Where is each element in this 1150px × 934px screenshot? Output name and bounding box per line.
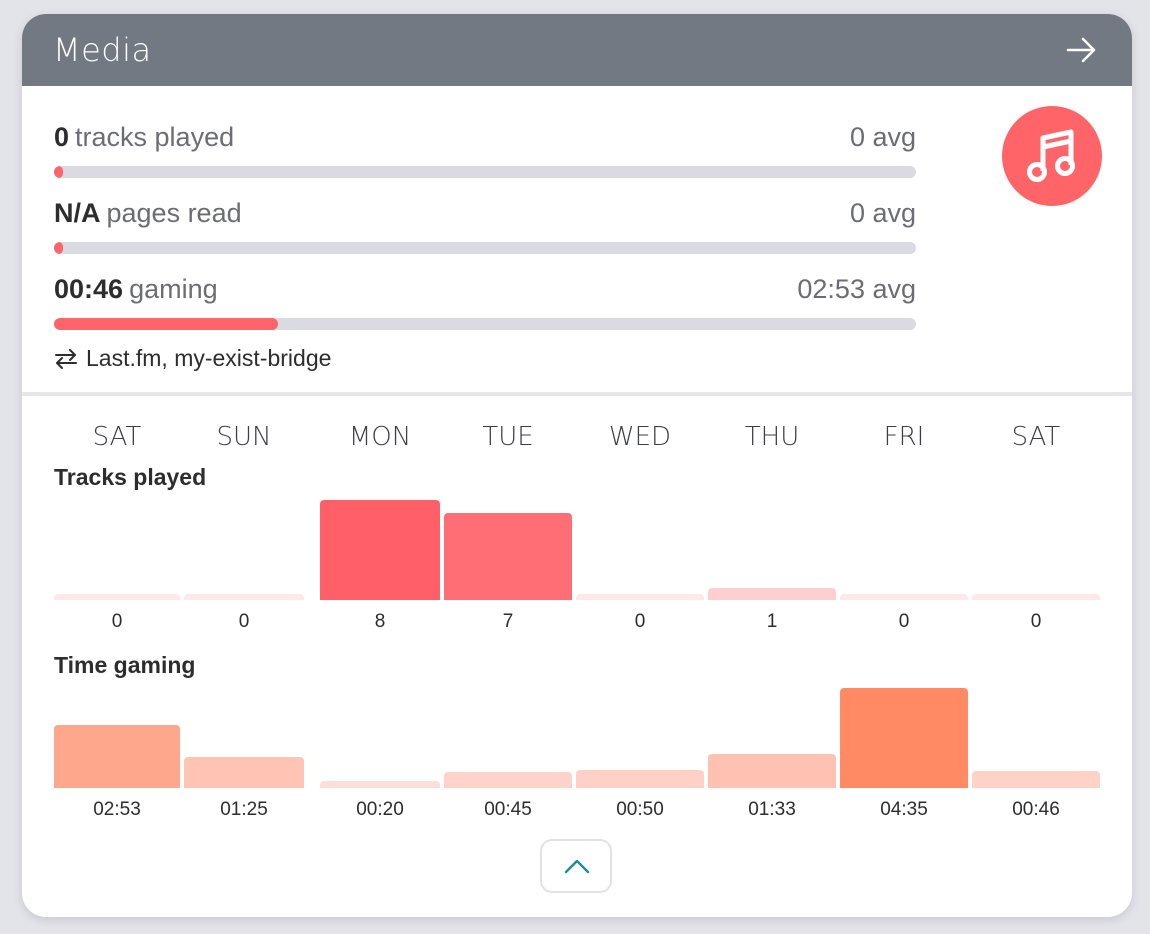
day-label-6: FRI: [883, 422, 925, 452]
stat-tracks-played[interactable]: 0 tracks played 0 avg: [54, 122, 916, 178]
music-badge: [1002, 106, 1102, 206]
gaming-bar[interactable]: [184, 757, 304, 788]
sync-arrows-icon: [55, 349, 77, 369]
stat-gaming-value: 00:46 gaming: [54, 274, 218, 305]
gaming-value-label: 00:50: [616, 799, 664, 820]
gaming-bar[interactable]: [54, 725, 180, 788]
tracks-value-label: 0: [111, 611, 123, 632]
tracks-section-title: Tracks played: [54, 464, 207, 490]
media-card: Media 0 tracks played 0 avg N/A pages read…: [22, 14, 1132, 917]
stat-tracks-label: tracks played: [75, 122, 235, 152]
tracks-bar[interactable]: [320, 500, 440, 600]
gaming-value-label: 00:20: [356, 799, 404, 820]
tracks-value-label: 7: [502, 611, 514, 632]
gaming-value-label: 02:53: [93, 799, 141, 820]
tracks-bar[interactable]: [576, 594, 704, 600]
day-label-0: SAT: [92, 422, 142, 452]
progress-fill: [54, 166, 63, 178]
arrow-right-icon[interactable]: [1066, 36, 1098, 64]
chevron-up-icon: [564, 859, 590, 874]
stat-tracks-number: 0: [54, 122, 70, 152]
data-sources[interactable]: Last.fm, my-exist-bridge: [54, 345, 331, 372]
card-title: Media: [53, 31, 152, 69]
stat-gaming-label: gaming: [129, 274, 218, 304]
stat-pages-progress: [54, 242, 916, 254]
tracks-bar[interactable]: [444, 512, 572, 600]
day-label-4: WED: [608, 422, 672, 452]
stat-tracks-value: 0 tracks played: [54, 122, 234, 153]
gaming-value-label: 01:33: [748, 799, 796, 820]
tracks-value-label: 8: [374, 611, 386, 632]
tracks-bar[interactable]: [840, 594, 968, 600]
gaming-section-title: Time gaming: [54, 652, 196, 678]
stat-pages-label: pages read: [106, 198, 242, 228]
tracks-bar[interactable]: [708, 587, 836, 600]
divider: [22, 392, 1132, 396]
progress-fill: [54, 318, 279, 330]
gaming-value-label: 04:35: [880, 799, 928, 820]
day-label-5: THU: [744, 422, 800, 452]
gaming-bar[interactable]: [320, 780, 440, 788]
stat-gaming-avg: 02:53 avg: [797, 274, 916, 304]
tracks-value-label: 0: [634, 611, 646, 632]
stat-pages-avg: 0 avg: [849, 198, 916, 228]
gaming-bar[interactable]: [444, 771, 572, 788]
card-header: Media: [22, 14, 1132, 86]
gaming-value-label: 01:25: [220, 799, 268, 820]
stat-tracks-progress: [54, 166, 916, 178]
stat-gaming[interactable]: 00:46 gaming 02:53 avg: [54, 274, 916, 330]
progress-fill: [54, 242, 63, 254]
gaming-bar[interactable]: [576, 769, 704, 788]
stat-pages-number: N/A: [54, 198, 101, 228]
stat-gaming-progress: [54, 318, 916, 330]
stat-gaming-number: 00:46: [54, 274, 124, 304]
tracks-value-label: 0: [238, 611, 250, 632]
day-label-2: MON: [348, 422, 412, 452]
music-note-icon: [1027, 129, 1075, 182]
stat-pages-read[interactable]: N/A pages read 0 avg: [54, 198, 916, 254]
tracks-bar[interactable]: [184, 594, 304, 600]
tracks-value-label: 0: [1030, 611, 1042, 632]
gaming-bar[interactable]: [708, 754, 836, 788]
tracks-value-label: 0: [898, 611, 910, 632]
collapse-button[interactable]: [540, 839, 612, 893]
gaming-bar[interactable]: [840, 688, 968, 788]
gaming-value-label: 00:46: [1012, 799, 1060, 820]
day-label-1: SUN: [216, 422, 272, 452]
day-label-3: TUE: [482, 422, 534, 452]
stat-tracks-avg: 0 avg: [849, 122, 916, 152]
gaming-bar[interactable]: [972, 771, 1100, 788]
tracks-bar[interactable]: [54, 594, 180, 600]
tracks-value-label: 1: [766, 611, 778, 632]
day-label-7: SAT: [1011, 422, 1061, 452]
stat-pages-value: N/A pages read: [54, 198, 242, 229]
sources-text: Last.fm, my-exist-bridge: [86, 345, 332, 371]
tracks-bar[interactable]: [972, 594, 1100, 600]
gaming-value-label: 00:45: [484, 799, 532, 820]
